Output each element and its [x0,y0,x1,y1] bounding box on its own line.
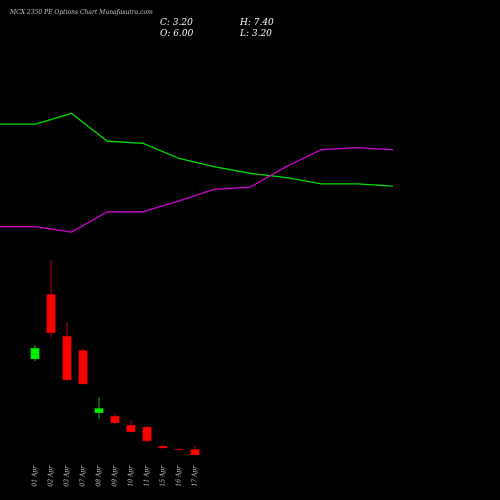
candle-body [62,335,72,381]
x-tick-label: 16 Apr [176,465,183,487]
x-tick-label: 17 Apr [192,465,199,487]
candle-body [78,349,88,385]
indicator-line [0,146,394,233]
candle-body [94,407,104,414]
close-label: C: 3.20 [160,18,193,28]
x-tick-label: 02 Apr [48,465,55,487]
x-tick-label: 10 Apr [128,465,135,487]
x-tick-label: 01 Apr [32,465,39,487]
x-tick-label: 11 Apr [144,465,151,487]
candle-body [142,426,152,442]
candle-body [190,449,200,456]
x-tick-label: 09 Apr [112,465,119,487]
chart-title: MCX 2350 PE Options Chart Munafasutra.co… [9,9,153,16]
x-tick-label: 03 Apr [64,465,71,487]
candle-body [110,415,120,424]
open-label: O: 6.00 [160,29,194,39]
x-tick-label: 08 Apr [96,465,103,487]
candle-body [158,445,168,449]
candle-body [30,347,40,360]
x-tick-label: 07 Apr [80,465,87,487]
candle-body [126,424,136,433]
high-label: H: 7.40 [239,18,274,28]
candle-body [174,448,184,451]
x-tick-label: 15 Apr [160,465,167,487]
low-label: L: 3.20 [239,29,272,39]
candle-body [46,293,56,334]
indicator-line [0,112,394,187]
